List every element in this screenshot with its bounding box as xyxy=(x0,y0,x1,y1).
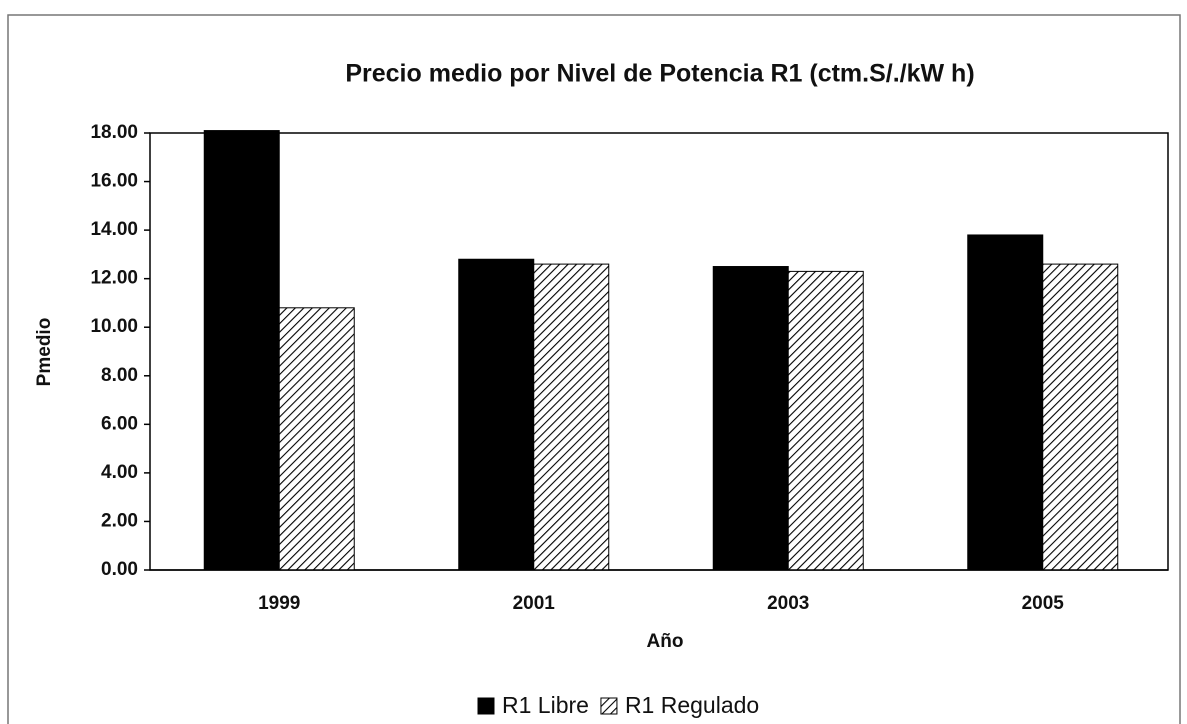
x-axis-title: Año xyxy=(647,631,684,652)
legend-swatch xyxy=(600,697,618,715)
legend-label: R1 Regulado xyxy=(625,692,759,718)
bar xyxy=(533,263,610,571)
y-tick-label: 4.00 xyxy=(101,462,138,483)
x-tick-label: 2003 xyxy=(767,593,809,614)
bar xyxy=(712,266,789,571)
bar xyxy=(787,270,864,571)
y-tick-label: 12.00 xyxy=(90,268,138,289)
x-tick-label: 2001 xyxy=(513,593,556,614)
x-tick-label: 1999 xyxy=(258,593,300,614)
y-tick-label: 14.00 xyxy=(90,219,138,240)
bar xyxy=(458,258,535,571)
y-axis-title: Pmedio xyxy=(34,318,55,387)
y-tick-label: 2.00 xyxy=(101,510,138,531)
chart-title: Precio medio por Nivel de Potencia R1 (c… xyxy=(345,60,974,88)
bar xyxy=(1042,263,1119,571)
bar xyxy=(967,234,1044,571)
y-tick-label: 16.00 xyxy=(90,171,138,192)
y-tick-label: 10.00 xyxy=(90,316,138,337)
y-tick-label: 6.00 xyxy=(101,413,138,434)
bar xyxy=(203,130,280,571)
legend-swatch xyxy=(477,697,495,715)
y-tick-label: 8.00 xyxy=(101,365,138,386)
x-tick-label: 2005 xyxy=(1022,593,1065,614)
bar xyxy=(278,307,355,571)
legend-label: R1 Libre xyxy=(502,692,589,718)
y-tick-label: 0.00 xyxy=(101,559,138,580)
y-tick-label: 18.00 xyxy=(90,122,138,143)
